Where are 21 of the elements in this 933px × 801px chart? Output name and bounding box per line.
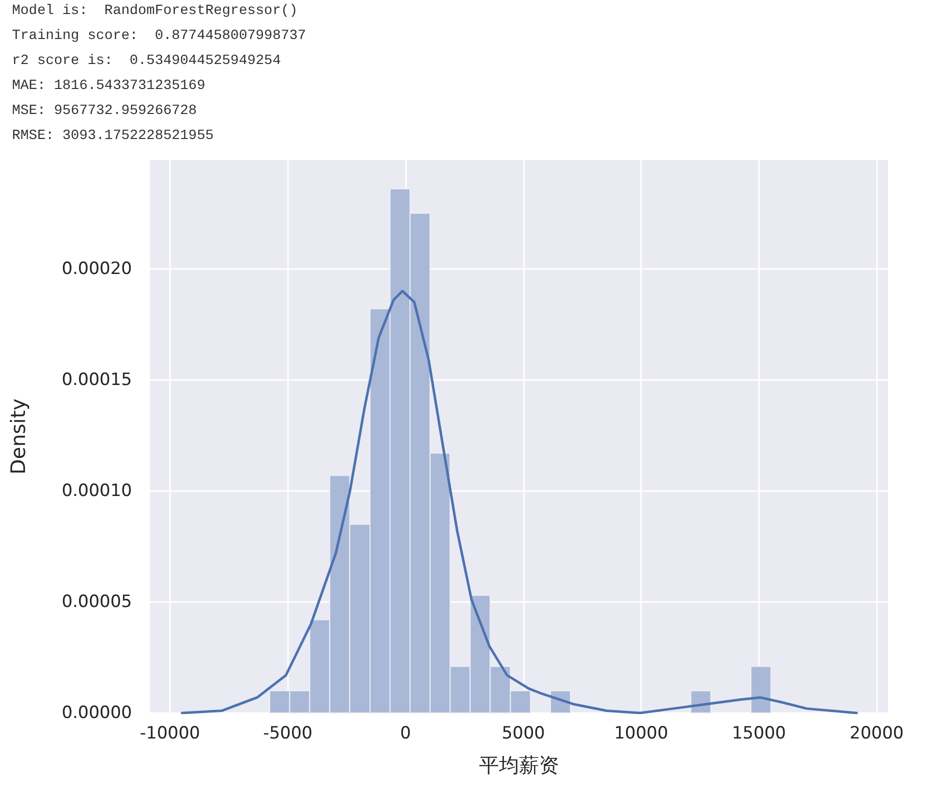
line-series: [180, 290, 858, 714]
text: MSE: 9567732.959266728: [12, 103, 197, 119]
x-tick-label: 0: [400, 724, 411, 744]
y-tick-label: 0.00005: [62, 592, 132, 612]
x-tick-label: 10000: [614, 724, 668, 744]
text: RMSE: 3093.1752228521955: [12, 128, 214, 144]
y-tick-label: 0.00020: [62, 258, 132, 279]
y-tick-label: 0.00000: [62, 703, 132, 723]
y-tick-label: 0.00010: [62, 480, 132, 501]
x-tick-label: 5000: [502, 724, 545, 744]
x-axis-title: 平均薪资: [479, 753, 559, 777]
text: Training score: 0.8774458007998737: [12, 28, 306, 44]
text: r2 score is: 0.5349044525949254: [12, 53, 281, 69]
text: MAE: 1816.5433731235169: [12, 78, 206, 94]
x-tick-label: 15000: [732, 724, 786, 744]
x-tick-label: -5000: [263, 724, 313, 744]
x-tick-label: -10000: [140, 724, 200, 744]
text: Model is: RandomForestRegressor(): [12, 3, 298, 19]
y-tick-label: 0.00015: [62, 370, 132, 390]
y-axis-title: Density: [6, 398, 30, 475]
x-tick-label: 20000: [850, 724, 904, 744]
